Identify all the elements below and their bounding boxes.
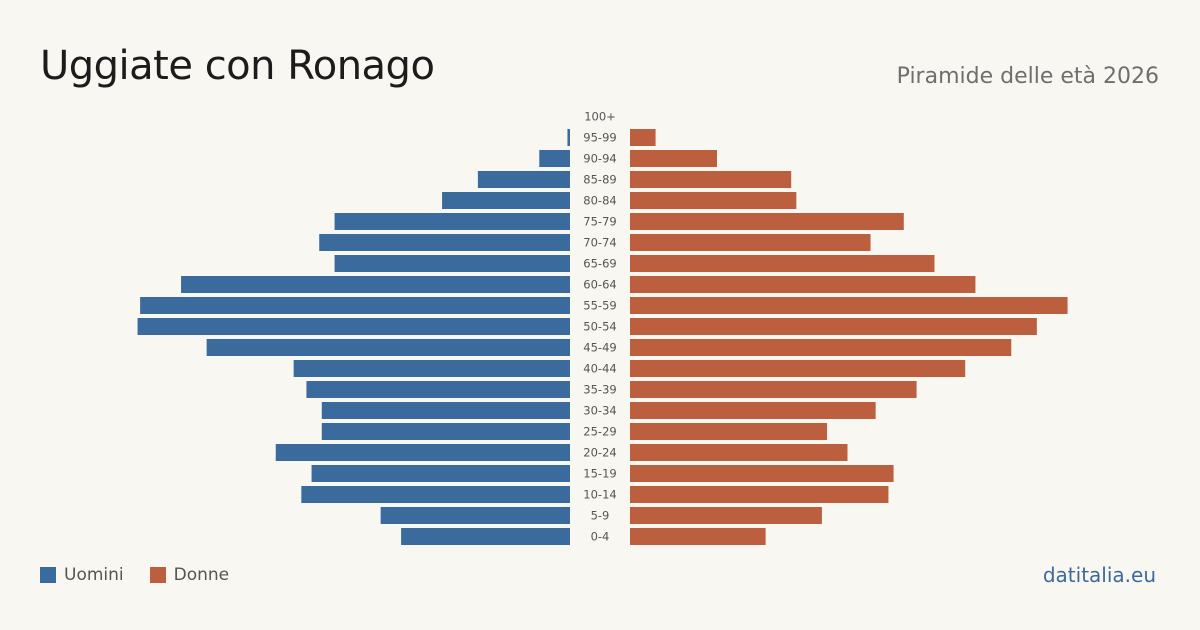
age-label: 15-19 <box>583 467 616 481</box>
bar-men <box>334 213 570 230</box>
bar-men <box>477 171 570 188</box>
bar-men <box>293 360 570 377</box>
bar-women <box>630 444 848 461</box>
bar-women <box>630 486 889 503</box>
chart-subtitle: Piramide delle età 2026 <box>896 64 1159 89</box>
bar-men <box>181 276 570 293</box>
bar-women <box>630 360 966 377</box>
bar-women <box>630 234 871 251</box>
bar-men <box>206 339 570 356</box>
age-label: 100+ <box>584 110 616 124</box>
legend-label-men: Uomini <box>64 565 124 585</box>
age-label: 80-84 <box>583 194 616 208</box>
bar-women <box>630 528 766 545</box>
age-label: 40-44 <box>583 362 616 376</box>
bar-men <box>539 150 570 167</box>
bar-men <box>567 129 570 146</box>
brand-link[interactable]: datitalia.eu <box>1042 563 1156 587</box>
age-label: 20-24 <box>583 446 616 460</box>
age-label: 60-64 <box>583 278 616 292</box>
bar-women <box>630 381 917 398</box>
bar-women <box>630 402 876 419</box>
bar-women <box>630 255 935 272</box>
legend-label-women: Donne <box>173 565 230 585</box>
bar-women <box>630 171 792 188</box>
age-label: 65-69 <box>583 257 616 271</box>
bar-men <box>311 465 570 482</box>
bar-women <box>630 339 1012 356</box>
bar-women <box>630 192 797 209</box>
bar-women <box>630 129 656 146</box>
bar-men <box>140 297 570 314</box>
age-label: 30-34 <box>583 404 616 418</box>
bar-men <box>137 318 570 335</box>
age-label: 0-4 <box>591 530 610 544</box>
bar-women <box>630 507 822 524</box>
age-label: 55-59 <box>583 299 616 313</box>
age-label: 10-14 <box>583 488 616 502</box>
bar-men <box>401 528 570 545</box>
bar-women <box>630 276 976 293</box>
age-label: 25-29 <box>583 425 616 439</box>
bar-women <box>630 465 894 482</box>
bar-women <box>630 318 1037 335</box>
legend-item-men: Uomini <box>40 565 124 585</box>
legend-item-women: Donne <box>149 565 230 585</box>
legend-swatch-men <box>40 567 56 583</box>
age-label: 70-74 <box>583 236 616 250</box>
bar-men <box>319 234 570 251</box>
age-label: 95-99 <box>583 131 616 145</box>
age-label: 5-9 <box>591 509 610 523</box>
legend-swatch-women <box>149 567 166 583</box>
age-label: 50-54 <box>583 320 616 334</box>
bar-men <box>321 402 570 419</box>
bar-men <box>334 255 570 272</box>
bar-men <box>306 381 570 398</box>
age-label: 90-94 <box>583 152 616 166</box>
legend: Uomini Donne <box>40 565 255 585</box>
bar-women <box>630 213 904 230</box>
age-label: 35-39 <box>583 383 616 397</box>
bar-men <box>442 192 570 209</box>
age-label: 85-89 <box>583 173 616 187</box>
bar-women <box>630 297 1068 314</box>
bar-men <box>301 486 570 503</box>
bar-women <box>630 150 717 167</box>
age-label: 75-79 <box>583 215 616 229</box>
bar-men <box>321 423 570 440</box>
age-label: 45-49 <box>583 341 616 355</box>
bar-men <box>380 507 570 524</box>
bar-women <box>630 423 828 440</box>
chart-title: Uggiate con Ronago <box>40 43 435 89</box>
bar-men <box>275 444 570 461</box>
